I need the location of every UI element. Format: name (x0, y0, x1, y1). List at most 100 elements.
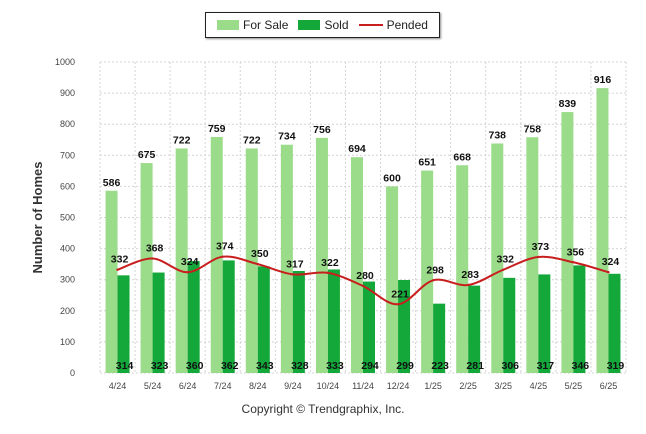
x-tick-label: 6/24 (179, 381, 197, 391)
for-sale-swatch (217, 20, 240, 30)
y-axis-title: Number of Homes (30, 162, 45, 274)
for-sale-value-label: 839 (559, 98, 577, 110)
x-tick-label: 12/24 (387, 381, 410, 391)
pended-value-label: 324 (181, 256, 199, 268)
bar-for-sale (386, 186, 399, 373)
sold-value-label: 299 (396, 360, 414, 372)
sold-value-label: 306 (502, 360, 520, 372)
pended-point (186, 271, 189, 274)
pended-value-label: 280 (356, 270, 374, 282)
y-tick-label: 500 (60, 213, 75, 223)
for-sale-value-label: 694 (348, 143, 366, 155)
for-sale-value-label: 586 (103, 177, 121, 189)
legend-item-pended[interactable]: Pended (358, 18, 428, 32)
pended-value-label: 332 (111, 254, 129, 266)
x-tick-label: 5/25 (565, 381, 583, 391)
y-tick-label: 600 (60, 181, 75, 191)
sold-value-label: 323 (151, 360, 169, 372)
x-tick-label: 3/25 (495, 381, 513, 391)
pended-swatch (358, 24, 383, 26)
y-tick-label: 100 (60, 337, 75, 347)
x-tick-label: 9/24 (284, 381, 302, 391)
bar-for-sale (245, 148, 258, 373)
copyright-text: Copyright © Trendgraphix, Inc. (241, 402, 405, 416)
bar-for-sale (351, 157, 363, 373)
y-tick-label: 0 (70, 368, 75, 378)
x-tick-label: 10/24 (317, 381, 340, 391)
pended-value-label: 322 (321, 257, 339, 269)
pended-point (431, 279, 435, 282)
bar-sold (538, 274, 551, 373)
pended-value-label: 298 (426, 264, 444, 276)
pended-point (361, 284, 365, 288)
sold-value-label: 223 (431, 360, 449, 372)
for-sale-value-label: 675 (138, 149, 156, 161)
sold-value-label: 314 (116, 360, 134, 372)
y-tick-label: 700 (60, 150, 75, 160)
bar-sold (117, 275, 130, 373)
bar-for-sale (280, 144, 293, 373)
pended-point (607, 271, 610, 274)
sold-value-label: 294 (361, 360, 379, 372)
sold-value-label: 333 (326, 360, 344, 372)
bar-sold (152, 272, 165, 373)
bar-for-sale (421, 170, 434, 373)
pended-point (116, 268, 119, 271)
bar-for-sale (596, 88, 609, 374)
pended-value-label: 283 (461, 269, 479, 281)
pended-point (326, 271, 330, 275)
pended-point (572, 261, 575, 264)
pended-point (537, 255, 540, 259)
bar-for-sale (491, 143, 504, 373)
legend: For Sale Sold Pended (205, 12, 440, 38)
y-tick-label: 900 (60, 88, 75, 98)
pended-point (221, 255, 224, 258)
pended-value-label: 221 (391, 288, 409, 300)
pended-value-label: 350 (251, 248, 269, 260)
bar-sold (363, 281, 375, 373)
x-tick-label: 1/25 (424, 381, 442, 391)
bar-for-sale (456, 165, 469, 373)
y-tick-label: 400 (60, 244, 75, 254)
pended-value-label: 332 (497, 254, 515, 266)
for-sale-value-label: 756 (313, 124, 331, 136)
x-tick-label: 4/24 (109, 381, 127, 391)
pended-value-label: 324 (602, 256, 620, 268)
legend-label-sold: Sold (324, 18, 349, 32)
y-tick-label: 300 (60, 275, 75, 285)
x-tick-label: 4/25 (530, 381, 548, 391)
sold-value-label: 360 (186, 360, 204, 372)
pended-point (151, 257, 154, 260)
bar-sold (433, 303, 446, 373)
x-tick-label: 8/24 (249, 381, 267, 391)
for-sale-value-label: 668 (453, 151, 471, 163)
bar-sold (608, 273, 621, 373)
for-sale-value-label: 916 (594, 74, 612, 86)
for-sale-value-label: 738 (489, 129, 507, 141)
bar-sold (187, 261, 200, 373)
sold-value-label: 362 (221, 360, 239, 372)
legend-item-sold[interactable]: Sold (298, 18, 349, 32)
x-tick-label: 5/24 (144, 381, 162, 391)
y-tick-label: 800 (60, 119, 75, 129)
sold-value-label: 281 (466, 360, 484, 372)
for-sale-value-label: 722 (243, 134, 261, 146)
bar-for-sale (175, 148, 188, 373)
for-sale-value-label: 734 (278, 131, 296, 143)
legend-item-for-sale[interactable]: For Sale (217, 18, 288, 32)
sold-value-label: 343 (256, 360, 274, 372)
for-sale-value-label: 759 (208, 123, 226, 135)
bar-sold (222, 260, 235, 373)
pended-value-label: 374 (216, 241, 234, 253)
sold-value-label: 346 (572, 360, 590, 372)
x-tick-label: 6/25 (600, 381, 618, 391)
bar-for-sale (140, 163, 153, 373)
bar-sold (257, 266, 270, 373)
bar-sold (503, 277, 516, 373)
for-sale-value-label: 722 (173, 134, 191, 146)
bar-for-sale (561, 112, 574, 374)
sold-value-label: 317 (537, 360, 555, 372)
legend-label-pended: Pended (386, 18, 428, 32)
legend-label-for-sale: For Sale (243, 18, 289, 32)
